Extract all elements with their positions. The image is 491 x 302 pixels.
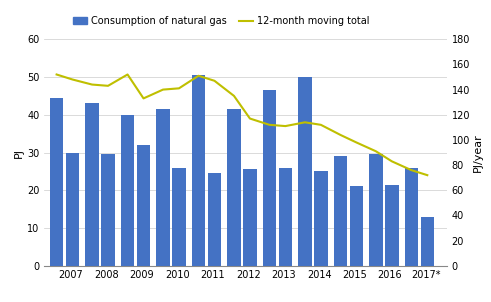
Bar	[66, 153, 80, 266]
Legend: Consumption of natural gas, 12-month moving total: Consumption of natural gas, 12-month mov…	[69, 12, 374, 30]
Bar	[385, 185, 399, 266]
Y-axis label: PJ/year: PJ/year	[473, 133, 483, 172]
Y-axis label: PJ: PJ	[14, 147, 24, 158]
Bar	[279, 168, 292, 266]
Bar	[121, 115, 135, 266]
Bar	[369, 154, 382, 266]
Bar	[405, 168, 418, 266]
Bar	[172, 168, 186, 266]
Bar	[314, 171, 327, 266]
Bar	[192, 75, 205, 266]
Bar	[263, 90, 276, 266]
Bar	[243, 169, 257, 266]
Bar	[227, 109, 241, 266]
Bar	[50, 98, 63, 266]
Bar	[85, 103, 99, 266]
Bar	[350, 187, 363, 266]
Bar	[156, 109, 170, 266]
Bar	[298, 77, 312, 266]
Bar	[208, 173, 221, 266]
Bar	[421, 217, 434, 266]
Bar	[137, 145, 150, 266]
Bar	[101, 154, 115, 266]
Bar	[334, 156, 347, 266]
